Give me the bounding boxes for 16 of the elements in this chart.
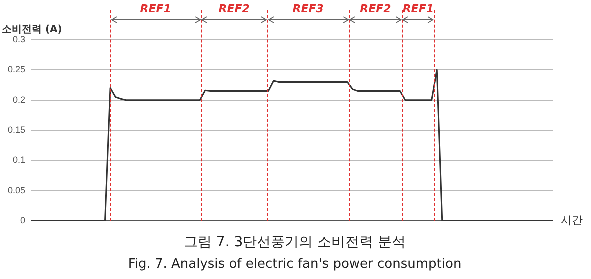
y-tick-label: 0.25 bbox=[8, 64, 26, 75]
y-tick-label: 0.1 bbox=[13, 155, 26, 166]
y-axis-title: 소비전력 (A) bbox=[2, 24, 62, 36]
y-tick-label: 0.15 bbox=[8, 124, 26, 135]
text: REF2 bbox=[360, 2, 392, 16]
text: REF3 bbox=[292, 2, 324, 16]
text: REF1 bbox=[140, 2, 172, 16]
text: Fig. 7. Analysis of electric fan's power consumption bbox=[128, 256, 462, 272]
text: REF1 bbox=[402, 2, 434, 16]
y-tick-label: 0.2 bbox=[13, 94, 26, 105]
text: REF2 bbox=[218, 2, 250, 16]
y-tick-label: 0 bbox=[20, 215, 26, 226]
x-axis-title: 시간 bbox=[561, 214, 583, 227]
y-tick-label: 0.05 bbox=[8, 185, 26, 196]
text: 그림 7. 3단선풍기의 소비전력 분석 bbox=[184, 234, 406, 251]
y-tick-label: 0.3 bbox=[13, 34, 26, 44]
